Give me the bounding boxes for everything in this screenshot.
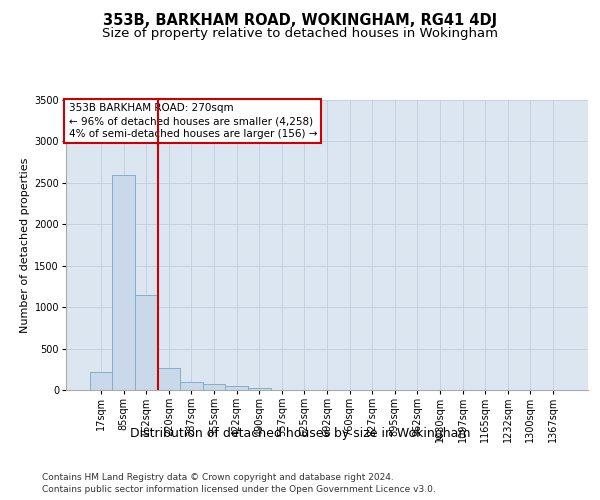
- Bar: [112, 174, 135, 390]
- Text: Contains HM Land Registry data © Crown copyright and database right 2024.: Contains HM Land Registry data © Crown c…: [42, 472, 394, 482]
- Text: 353B, BARKHAM ROAD, WOKINGHAM, RG41 4DJ: 353B, BARKHAM ROAD, WOKINGHAM, RG41 4DJ: [103, 12, 497, 28]
- Bar: [180, 382, 203, 390]
- Text: Size of property relative to detached houses in Wokingham: Size of property relative to detached ho…: [102, 28, 498, 40]
- Bar: [158, 368, 180, 390]
- Y-axis label: Number of detached properties: Number of detached properties: [20, 158, 30, 332]
- Bar: [135, 294, 158, 390]
- Bar: [226, 386, 248, 390]
- Text: Contains public sector information licensed under the Open Government Licence v3: Contains public sector information licen…: [42, 485, 436, 494]
- Text: 353B BARKHAM ROAD: 270sqm
← 96% of detached houses are smaller (4,258)
4% of sem: 353B BARKHAM ROAD: 270sqm ← 96% of detac…: [68, 103, 317, 140]
- Text: Distribution of detached houses by size in Wokingham: Distribution of detached houses by size …: [130, 428, 470, 440]
- Bar: [90, 372, 112, 390]
- Bar: [248, 388, 271, 390]
- Bar: [203, 384, 226, 390]
